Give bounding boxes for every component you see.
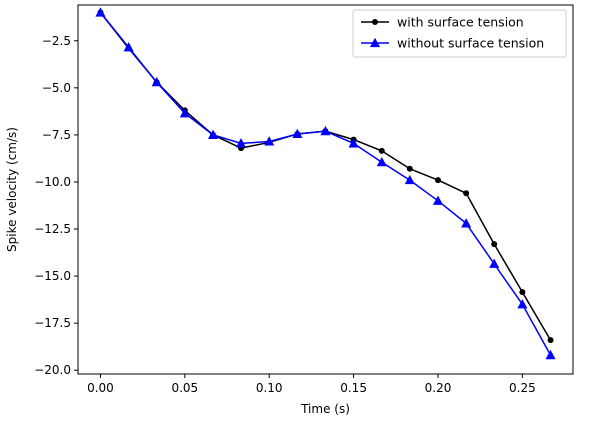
y-tick-label: −17.5 [34,316,71,330]
y-tick-label: −10.0 [34,175,71,189]
axes-frame [77,4,574,375]
x-axis: 0.00 0.05 0.10 0.15 0.20 0.25 [87,374,536,395]
data-point [95,7,106,17]
data-point [461,218,472,228]
legend-entry: without surface tension [361,36,544,51]
data-point [348,138,359,148]
data-point [406,165,413,172]
data-point [264,136,275,146]
x-tick-label: 0.25 [509,381,536,395]
data-point [404,174,415,185]
data-point [376,156,387,167]
legend-marker [372,19,378,25]
y-tick-label: −12.5 [34,222,71,236]
x-tick-label: 0.15 [340,381,367,395]
x-axis-label: Time (s) [300,402,350,416]
axes-background [78,5,573,374]
data-point [547,337,554,344]
y-tick-label: −15.0 [34,269,71,283]
data-point [320,125,331,136]
data-point [434,177,441,184]
legend-label: without surface tension [397,36,544,51]
data-point [179,108,190,118]
data-point [292,128,303,139]
y-axis-label: Spike velocity (cm/s) [5,127,19,252]
legend: with surface tension without surface tens… [352,9,567,58]
data-point [151,76,162,87]
data-point [491,241,498,248]
y-axis: −2.5 −5.0 −7.5 −10.0 −12.5 −15.0 −17.5 −20.0 [34,34,78,377]
data-point [378,147,385,154]
data-point [432,195,444,205]
x-tick-label: 0.20 [425,381,452,395]
data-point [235,138,247,148]
legend-label: with surface tension [397,15,524,30]
plot-area [78,5,573,374]
data-point [463,190,470,197]
y-tick-label: −5.0 [42,81,71,95]
data-point [519,289,526,296]
data-point [123,42,134,52]
x-tick-label: 0.05 [171,381,198,395]
legend-box [352,9,567,58]
legend-entry: with surface tension [361,15,524,30]
y-tick-label: −20.0 [34,363,71,377]
x-tick-label: 0.00 [87,381,114,395]
y-tick-label: −7.5 [42,128,71,142]
series-layer [95,7,556,360]
data-point [517,299,528,309]
series-2 [95,7,556,360]
x-tick-label: 0.10 [256,381,283,395]
legend-marker [369,37,381,48]
data-point [545,349,556,360]
y-tick-label: −2.5 [42,34,71,48]
data-point [207,129,219,139]
data-point [489,258,500,268]
